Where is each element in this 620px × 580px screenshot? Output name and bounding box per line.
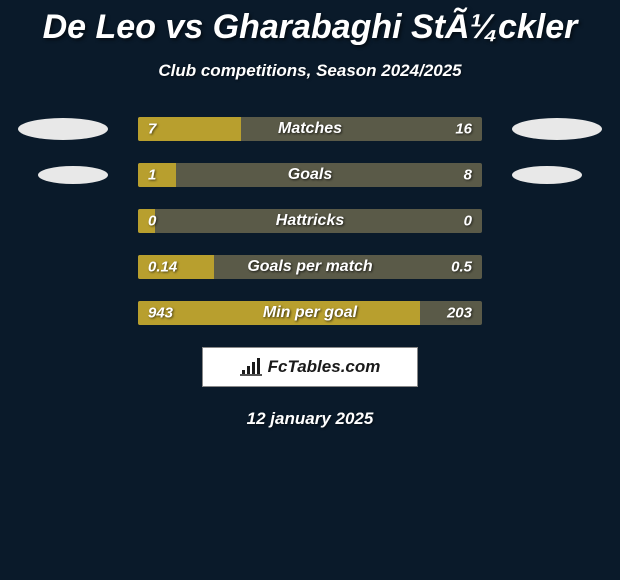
- stat-left-value: 943: [148, 305, 173, 322]
- stat-left-value: 0.14: [148, 259, 177, 276]
- player-right-avatar: [512, 166, 582, 184]
- page-title: De Leo vs Gharabaghi StÃ¼ckler: [0, 0, 620, 47]
- stat-label: Min per goal: [263, 304, 357, 322]
- stat-row: 7 Matches 16: [0, 117, 620, 141]
- stat-row: 1 Goals 8: [0, 163, 620, 187]
- stat-bar: 943 Min per goal 203: [138, 301, 482, 325]
- stat-right-value: 16: [455, 121, 472, 138]
- stat-label: Matches: [278, 120, 342, 138]
- stat-row: 0 Hattricks 0: [0, 209, 620, 233]
- player-left-avatar: [18, 118, 108, 140]
- subtitle: Club competitions, Season 2024/2025: [0, 61, 620, 81]
- stat-right-value: 0.5: [451, 259, 472, 276]
- stat-right-value: 0: [464, 213, 472, 230]
- stat-bar: 1 Goals 8: [138, 163, 482, 187]
- footer-brand-text: FcTables.com: [268, 357, 381, 377]
- stats-container: 7 Matches 16 1 Goals 8 0 Hattricks 0 0.1…: [0, 117, 620, 325]
- stat-row: 943 Min per goal 203: [0, 301, 620, 325]
- stat-label: Goals: [288, 166, 332, 184]
- stat-row: 0.14 Goals per match 0.5: [0, 255, 620, 279]
- stat-right-value: 8: [464, 167, 472, 184]
- chart-icon: [240, 358, 262, 376]
- stat-left-value: 7: [148, 121, 156, 138]
- stat-right-value: 203: [447, 305, 472, 322]
- stat-bar: 0.14 Goals per match 0.5: [138, 255, 482, 279]
- stat-bar: 7 Matches 16: [138, 117, 482, 141]
- player-left-avatar: [38, 166, 108, 184]
- stat-left-value: 1: [148, 167, 156, 184]
- footer-date: 12 january 2025: [0, 409, 620, 429]
- stat-bar: 0 Hattricks 0: [138, 209, 482, 233]
- player-right-avatar: [512, 118, 602, 140]
- stat-bar-fill: [138, 163, 176, 187]
- stat-label: Goals per match: [247, 258, 372, 276]
- stat-label: Hattricks: [276, 212, 344, 230]
- footer-brand-logo: FcTables.com: [202, 347, 418, 387]
- stat-left-value: 0: [148, 213, 156, 230]
